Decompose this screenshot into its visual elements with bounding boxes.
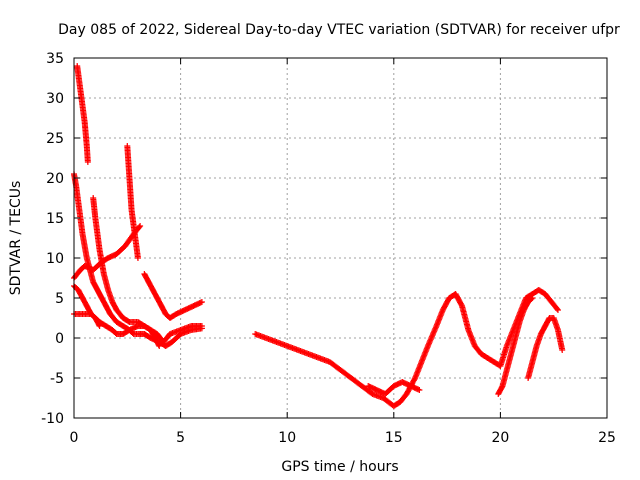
series-arc1 — [74, 63, 91, 165]
series-arc6 — [90, 195, 163, 349]
data-point — [155, 341, 162, 348]
data-point — [554, 307, 561, 313]
x-tick-label: 25 — [598, 430, 616, 446]
x-tick-label: 10 — [278, 430, 296, 446]
data-point — [528, 296, 535, 302]
data-point — [416, 387, 423, 393]
data-point — [458, 301, 465, 308]
series-arc10 — [365, 379, 423, 397]
data-point — [137, 223, 144, 229]
y-tick-label: 20 — [46, 171, 64, 187]
plot-frame — [73, 57, 608, 419]
y-tick-label: 25 — [46, 131, 64, 147]
x-tick-label: 15 — [385, 430, 403, 446]
y-tick-label: -10 — [41, 411, 64, 427]
y-tick-label: 10 — [46, 251, 64, 267]
x-tick-label: 5 — [176, 430, 185, 446]
y-tick-label: -5 — [50, 371, 64, 387]
series-arc8 — [141, 271, 205, 321]
data-point — [529, 295, 536, 301]
data-point — [96, 323, 103, 329]
series-arc5 — [71, 311, 103, 329]
y-tick-label: 15 — [46, 211, 64, 227]
chart-title: Day 085 of 2022, Sidereal Day-to-day VTE… — [58, 22, 620, 38]
y-tick-label: 30 — [46, 91, 64, 107]
data-point — [559, 347, 566, 353]
data-point — [134, 255, 141, 261]
data-point — [198, 299, 205, 305]
y-tick-label: 0 — [55, 331, 64, 347]
axis-ticks: 0 5 10 15 20 25 -10 -5 0 5 10 15 20 25 30 35 — [41, 51, 616, 446]
series-arc12 — [525, 315, 566, 381]
data-point — [84, 159, 91, 165]
data-point — [198, 323, 205, 329]
y-axis-label: SDTVAR / TECUs — [8, 181, 24, 296]
data-point — [554, 305, 561, 312]
series-arc7 — [124, 143, 141, 261]
data-point — [136, 224, 143, 231]
y-tick-label: 5 — [55, 291, 64, 307]
data-point — [156, 343, 163, 349]
data-point — [95, 321, 102, 328]
series-arc9 — [252, 287, 561, 409]
y-tick-label: 35 — [46, 51, 64, 67]
series-arc11 — [495, 295, 536, 397]
x-axis-label: GPS time / hours — [281, 459, 398, 475]
x-tick-label: 20 — [491, 430, 509, 446]
grid — [74, 58, 607, 418]
data-points — [71, 63, 566, 409]
x-tick-label: 0 — [70, 430, 79, 446]
